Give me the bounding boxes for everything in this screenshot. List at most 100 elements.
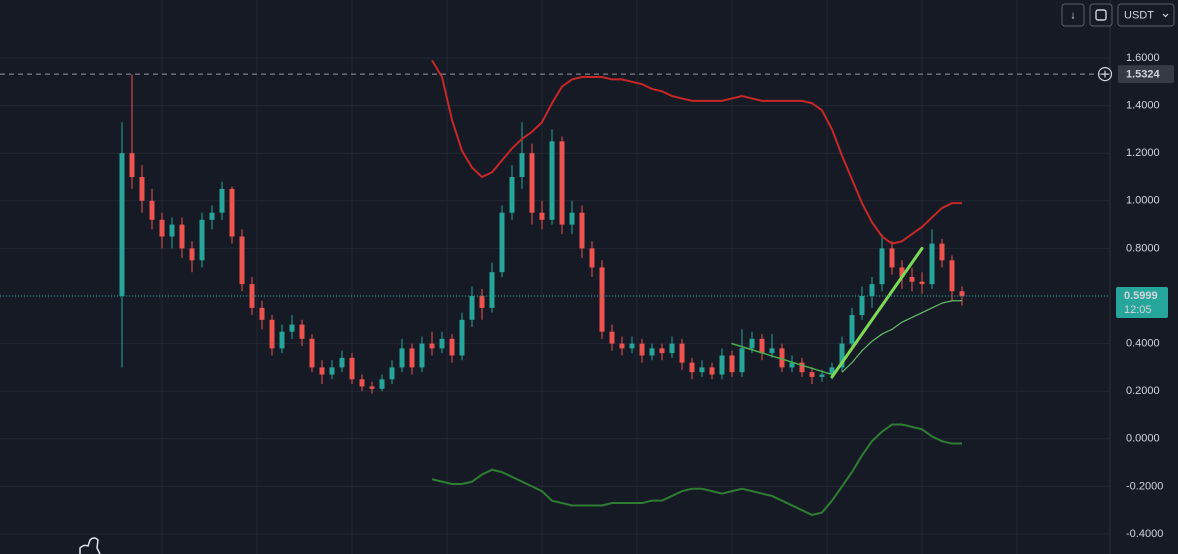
candle-body — [459, 319, 465, 356]
candle-body — [489, 272, 495, 308]
candle-body — [299, 324, 305, 339]
candle-body — [959, 291, 965, 297]
candle-body — [179, 224, 185, 249]
candle-body — [679, 343, 685, 363]
candle-body — [159, 219, 165, 237]
candle-body — [309, 338, 315, 368]
fullscreen-button[interactable] — [1089, 3, 1113, 27]
candle-body — [699, 367, 705, 373]
currency-label: USDT — [1124, 9, 1154, 21]
candle-body — [899, 267, 905, 277]
candle-body — [739, 348, 745, 373]
candle-body — [759, 338, 765, 354]
candle-body — [539, 212, 545, 220]
candle-body — [189, 248, 195, 261]
candle-body — [579, 212, 585, 249]
price-axis: 1.60001.40001.20001.00000.80000.60000.40… — [1097, 0, 1174, 554]
download-button[interactable] — [1061, 3, 1085, 27]
candle-body — [209, 212, 215, 220]
y-tick-label: -0.2000 — [1126, 480, 1163, 492]
y-tick-label: 1.4000 — [1126, 100, 1160, 112]
candle-body — [779, 348, 785, 368]
candle-body — [889, 248, 895, 268]
candle-body — [329, 367, 335, 375]
candle-body — [279, 331, 285, 349]
candle-body — [429, 343, 435, 349]
add-alert-icon — [1097, 66, 1113, 82]
candle-body — [809, 372, 815, 377]
candle-body — [619, 343, 625, 349]
candle-body — [879, 248, 885, 285]
indicator-line — [841, 300, 962, 373]
candle-body — [239, 236, 245, 285]
candle-body — [559, 141, 565, 225]
crosshair-label-box — [1118, 65, 1174, 84]
candle-body — [709, 367, 715, 375]
candle-body — [369, 386, 375, 389]
last-price-label: 0.5999 — [1124, 290, 1158, 302]
candle-body — [359, 379, 365, 387]
candle-body — [499, 212, 505, 273]
candle-body — [529, 153, 535, 213]
toolbar: ↓ USDT — [1061, 3, 1175, 27]
candle-body — [599, 267, 605, 332]
y-tick-label: -0.4000 — [1126, 528, 1163, 540]
candle-body — [519, 153, 525, 177]
candle-body — [659, 348, 665, 354]
candle-body — [639, 343, 645, 356]
candle-body — [829, 367, 835, 375]
candle-body — [449, 338, 455, 356]
candle-body — [929, 243, 935, 285]
candle-body — [409, 348, 415, 368]
candle-body — [949, 260, 955, 292]
trendline — [731, 342, 833, 376]
candle-body — [229, 188, 235, 237]
candle-body — [479, 296, 485, 308]
currency-dropdown[interactable] — [1117, 3, 1175, 27]
candle-body — [819, 374, 825, 377]
candle-body — [139, 177, 145, 201]
download-icon: ↓ — [1070, 9, 1076, 21]
plot — [0, 59, 1110, 517]
fullscreen-icon — [1095, 9, 1107, 21]
candle-body — [419, 343, 425, 368]
candle-body — [669, 343, 675, 354]
candle-body — [389, 367, 395, 380]
candle-body — [339, 357, 345, 368]
countdown-label: 12:05 — [1124, 304, 1152, 316]
y-tick-label: 1.2000 — [1126, 147, 1160, 159]
candle-body — [729, 355, 735, 373]
indicator-line — [431, 59, 962, 245]
dropdown-chevron — [1162, 13, 1169, 18]
candle-body — [849, 315, 855, 344]
candle-body — [319, 367, 325, 375]
candle-body — [269, 319, 275, 349]
candle-body — [609, 331, 615, 344]
candle-body — [119, 153, 125, 296]
candle-body — [129, 153, 135, 177]
indicator-line — [431, 423, 962, 517]
candle-body — [799, 362, 805, 373]
candle-body — [749, 338, 755, 349]
trendline — [830, 246, 924, 379]
candle-body — [549, 141, 555, 220]
y-tick-label: 0.2000 — [1126, 385, 1160, 397]
candle-body — [649, 348, 655, 356]
candle-body — [769, 348, 775, 354]
candle-body — [589, 248, 595, 268]
candle-body — [869, 284, 875, 296]
y-tick-label: 0.4000 — [1126, 338, 1160, 350]
y-tick-label: 1.0000 — [1126, 195, 1160, 207]
candle-body — [149, 200, 155, 220]
candle-body — [259, 307, 265, 320]
candle-body — [199, 219, 205, 261]
add-alert-plus — [1101, 70, 1109, 78]
candle-body — [839, 343, 845, 368]
y-tick-label: 1.6000 — [1126, 52, 1160, 64]
grid — [0, 0, 1110, 554]
candle-body — [399, 348, 405, 368]
candle-body — [469, 296, 475, 320]
candle-body — [919, 281, 925, 285]
